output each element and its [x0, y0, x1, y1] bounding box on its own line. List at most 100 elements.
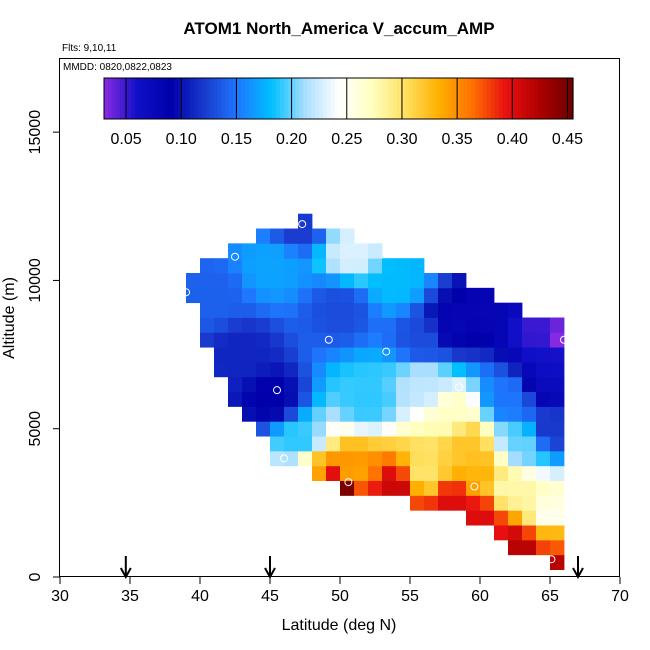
heatmap-cell [340, 406, 355, 422]
heatmap-cell [396, 465, 411, 482]
colorbar-segment [236, 78, 242, 119]
heatmap-cell [354, 450, 369, 467]
colorbar-segment [158, 78, 164, 119]
heatmap-cell [466, 317, 481, 333]
heatmap-cell [354, 287, 369, 304]
heatmap-cell [480, 376, 495, 393]
colorbar-segment [377, 78, 383, 119]
colorbar-segment [397, 78, 402, 119]
heatmap-cell [284, 228, 299, 244]
heatmap-cell [270, 228, 285, 244]
colorbar-segment [428, 78, 433, 119]
heatmap-cell [536, 376, 551, 393]
colorbar-segment [447, 78, 453, 119]
heatmap-cell [312, 302, 327, 318]
heatmap-cell [522, 406, 537, 422]
heatmap-cell [312, 228, 327, 244]
colorbar-segment [217, 78, 222, 119]
heatmap-cell [438, 332, 453, 348]
x-tick-label: 70 [611, 588, 629, 605]
heatmap-cell [522, 421, 537, 437]
y-tick-label: 0 [27, 572, 44, 581]
heatmap-cell [242, 376, 257, 393]
heatmap-cell [340, 273, 355, 289]
colorbar-segment [358, 78, 363, 119]
heatmap-cell [438, 406, 453, 422]
colorbar-tick-label: 0.35 [442, 131, 473, 148]
heatmap-cell [284, 436, 299, 452]
colorbar-segment [346, 78, 351, 119]
heatmap-cell [270, 436, 285, 452]
heatmap-cell [550, 406, 565, 422]
heatmap-cell [256, 347, 271, 363]
heatmap-cell [312, 332, 327, 348]
heatmap-cell [508, 465, 523, 482]
heatmap-cell [410, 480, 425, 496]
heatmap-cell [284, 243, 299, 259]
heatmap-cell [396, 361, 411, 378]
heatmap-cell [242, 361, 257, 378]
heatmap-cell [466, 302, 481, 318]
heatmap-cell [354, 361, 369, 378]
heatmap-cell [536, 361, 551, 378]
heatmap-cell [438, 465, 453, 482]
heatmap-cell [438, 317, 453, 333]
flights-note: Flts: 9,10,11 [62, 43, 117, 54]
x-tick-label: 60 [471, 588, 489, 605]
heatmap-cell [228, 332, 243, 348]
colorbar-segment [248, 78, 254, 119]
heatmap-cell [214, 287, 229, 304]
colorbar-segment [150, 78, 156, 119]
heatmap-cell [396, 391, 411, 407]
heatmap-cell [368, 347, 383, 363]
heatmap-cell [256, 361, 271, 378]
heatmap-cell [298, 228, 313, 244]
heatmap-cell [242, 332, 257, 348]
heatmap-cell [494, 361, 509, 378]
x-tick-label: 35 [121, 588, 139, 605]
heatmap-cell [368, 450, 383, 467]
heatmap-cell [396, 287, 411, 304]
colorbar-segment [389, 78, 394, 119]
x-axis-label: Latitude (deg N) [282, 617, 397, 634]
heatmap-cell [508, 539, 523, 556]
heatmap-cell [312, 347, 327, 363]
heatmap-cell [340, 287, 355, 304]
heatmap-cell [424, 287, 439, 304]
heatmap-cell [550, 554, 565, 570]
heatmap-cell [424, 465, 439, 482]
sample-marker [273, 386, 281, 395]
colorbar-segment [494, 78, 500, 119]
heatmap-cell [382, 406, 397, 422]
heatmap-cell [284, 332, 299, 348]
heatmap-cell [480, 361, 495, 378]
heatmap-cell [326, 287, 341, 304]
colorbar-segment [232, 78, 238, 119]
heatmap-cell [396, 421, 411, 437]
heatmap-cell [410, 273, 425, 289]
heatmap-cell [326, 228, 341, 244]
heatmap-cell [200, 273, 215, 289]
heatmap-cell [494, 332, 509, 348]
heatmap-cell [410, 376, 425, 393]
heatmap-cell [410, 406, 425, 422]
colorbar-segment [354, 78, 359, 119]
heatmap-cell [312, 406, 327, 422]
colorbar-segment [162, 78, 168, 119]
colorbar-segment [260, 78, 265, 119]
heatmap-cell [340, 332, 355, 348]
heatmap-cell [452, 302, 467, 318]
heatmap-cell [480, 391, 495, 407]
y-tick-label: 5000 [27, 411, 44, 447]
heatmap-cell [452, 391, 467, 407]
sample-marker [455, 383, 463, 392]
heatmap-cell [256, 243, 271, 259]
sample-marker [324, 335, 333, 344]
heatmap-cell [312, 450, 327, 467]
colorbar-segment [490, 78, 496, 119]
heatmap-cell [256, 228, 271, 244]
heatmap-cell [522, 539, 537, 556]
heatmap-cell [466, 361, 481, 378]
heatmap-cell [312, 243, 327, 259]
